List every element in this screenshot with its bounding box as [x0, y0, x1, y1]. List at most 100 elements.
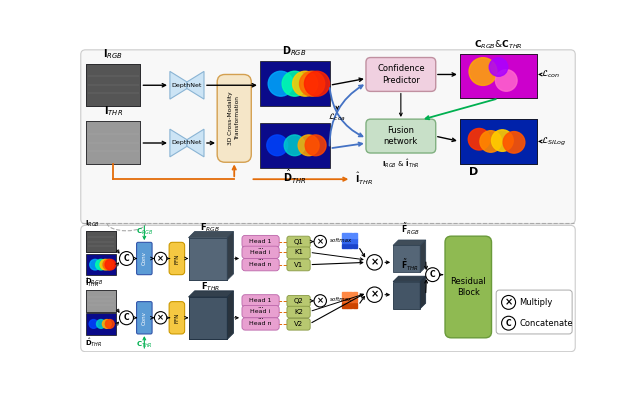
Bar [460, 54, 537, 98]
Circle shape [100, 259, 111, 270]
FancyBboxPatch shape [136, 242, 152, 275]
Circle shape [105, 259, 116, 270]
FancyBboxPatch shape [287, 306, 310, 318]
Text: $\mathbf{I}_{RGB}$: $\mathbf{I}_{RGB}$ [84, 219, 100, 229]
Text: ×: × [317, 237, 324, 246]
Circle shape [298, 135, 319, 156]
Text: $\mathbf{C}_{RGB}$&$\mathbf{C}_{THR}$: $\mathbf{C}_{RGB}$&$\mathbf{C}_{THR}$ [474, 39, 523, 51]
Text: C: C [124, 313, 129, 322]
FancyBboxPatch shape [242, 305, 279, 318]
Circle shape [154, 252, 167, 265]
Circle shape [120, 251, 134, 265]
Bar [353, 238, 358, 243]
Circle shape [492, 130, 513, 151]
FancyBboxPatch shape [242, 295, 279, 307]
FancyBboxPatch shape [242, 318, 279, 330]
Circle shape [95, 259, 106, 270]
Text: $\mathbf{D}_{RGB}$: $\mathbf{D}_{RGB}$ [84, 277, 103, 287]
Bar [86, 231, 116, 252]
Text: ...: ... [257, 255, 264, 261]
Circle shape [120, 311, 134, 325]
Text: Concatenate: Concatenate [520, 319, 573, 327]
Bar [86, 290, 116, 312]
Text: C: C [430, 270, 435, 279]
Circle shape [314, 295, 326, 307]
Bar [342, 238, 347, 243]
Bar [460, 119, 537, 164]
Circle shape [502, 295, 516, 309]
Bar [189, 297, 227, 339]
Text: Q2: Q2 [294, 298, 303, 304]
Bar [86, 122, 140, 164]
Circle shape [90, 259, 100, 270]
Text: C: C [124, 254, 129, 263]
Text: $\mathbf{I}_{RGB}$: $\mathbf{I}_{RGB}$ [103, 47, 124, 61]
Circle shape [102, 320, 111, 328]
Text: $\hat{\mathbf{I}}_{THR}$: $\hat{\mathbf{I}}_{THR}$ [355, 171, 373, 187]
Text: $\mathcal{L}_{SILog}$: $\mathcal{L}_{SILog}$ [541, 135, 566, 147]
FancyBboxPatch shape [242, 259, 279, 271]
FancyBboxPatch shape [169, 242, 184, 275]
Text: $\tilde{\mathbf{F}}_{RGB}$: $\tilde{\mathbf{F}}_{RGB}$ [401, 222, 419, 237]
Polygon shape [189, 238, 227, 280]
Circle shape [495, 70, 517, 91]
Bar [353, 292, 358, 297]
Bar [189, 238, 227, 280]
FancyBboxPatch shape [242, 235, 279, 248]
Text: FFN: FFN [174, 253, 179, 264]
Bar [86, 231, 116, 252]
FancyBboxPatch shape [287, 247, 310, 259]
Bar [348, 292, 352, 297]
Text: $\tilde{\mathbf{F}}_{THR}$: $\tilde{\mathbf{F}}_{THR}$ [401, 258, 419, 273]
Bar [348, 244, 352, 249]
Text: softmax: softmax [330, 297, 352, 302]
Circle shape [103, 259, 113, 270]
Text: ×: × [371, 290, 379, 300]
Polygon shape [227, 232, 234, 280]
Text: $\mathbf{F}_{THR}$: $\mathbf{F}_{THR}$ [200, 281, 220, 293]
Text: Fusion
network: Fusion network [384, 126, 418, 146]
Polygon shape [189, 291, 234, 297]
FancyBboxPatch shape [81, 50, 575, 224]
Text: Head n: Head n [250, 262, 272, 267]
Circle shape [503, 131, 525, 153]
Text: ...: ... [257, 314, 264, 320]
Text: V2: V2 [294, 321, 303, 327]
Circle shape [367, 287, 382, 303]
Bar [86, 313, 116, 335]
Text: Q1: Q1 [294, 238, 303, 245]
Bar [260, 61, 330, 106]
Circle shape [305, 135, 326, 156]
Bar [348, 303, 352, 308]
Text: $\mathbf{I}_{THR}$: $\mathbf{I}_{THR}$ [104, 104, 123, 118]
Text: ×: × [371, 257, 379, 267]
Text: ...: ... [257, 244, 264, 250]
Circle shape [300, 71, 324, 96]
Polygon shape [227, 291, 234, 339]
Circle shape [367, 255, 382, 270]
Text: 3D Cross-Modality
Transformation: 3D Cross-Modality Transformation [228, 91, 240, 145]
Polygon shape [187, 71, 204, 99]
Circle shape [305, 71, 330, 96]
Text: K1: K1 [294, 249, 303, 255]
Text: $\hat{\mathbf{D}}_{THR}$: $\hat{\mathbf{D}}_{THR}$ [84, 336, 102, 349]
Text: softmax: softmax [330, 238, 352, 242]
Circle shape [97, 320, 106, 328]
Polygon shape [393, 246, 420, 272]
Text: $\mathbf{C}_{THR}$: $\mathbf{C}_{THR}$ [136, 339, 153, 350]
Circle shape [480, 131, 502, 152]
Circle shape [268, 71, 293, 96]
Text: $\hat{\mathbf{D}}_{THR}$: $\hat{\mathbf{D}}_{THR}$ [283, 168, 307, 187]
Text: ×: × [157, 254, 164, 263]
Text: DepthNet: DepthNet [172, 141, 202, 145]
Bar [353, 303, 358, 308]
Text: $\mathbf{D}_{RGB}$: $\mathbf{D}_{RGB}$ [282, 44, 307, 58]
Text: K2: K2 [294, 308, 303, 315]
Bar [348, 238, 352, 243]
Text: $\mathbf{I}_{RGB}$ & $\hat{\mathbf{I}}_{THR}$: $\mathbf{I}_{RGB}$ & $\hat{\mathbf{I}}_{… [382, 158, 420, 170]
Polygon shape [420, 276, 426, 308]
FancyBboxPatch shape [81, 225, 575, 352]
Circle shape [468, 128, 490, 150]
FancyBboxPatch shape [496, 290, 572, 334]
Bar [86, 254, 116, 276]
